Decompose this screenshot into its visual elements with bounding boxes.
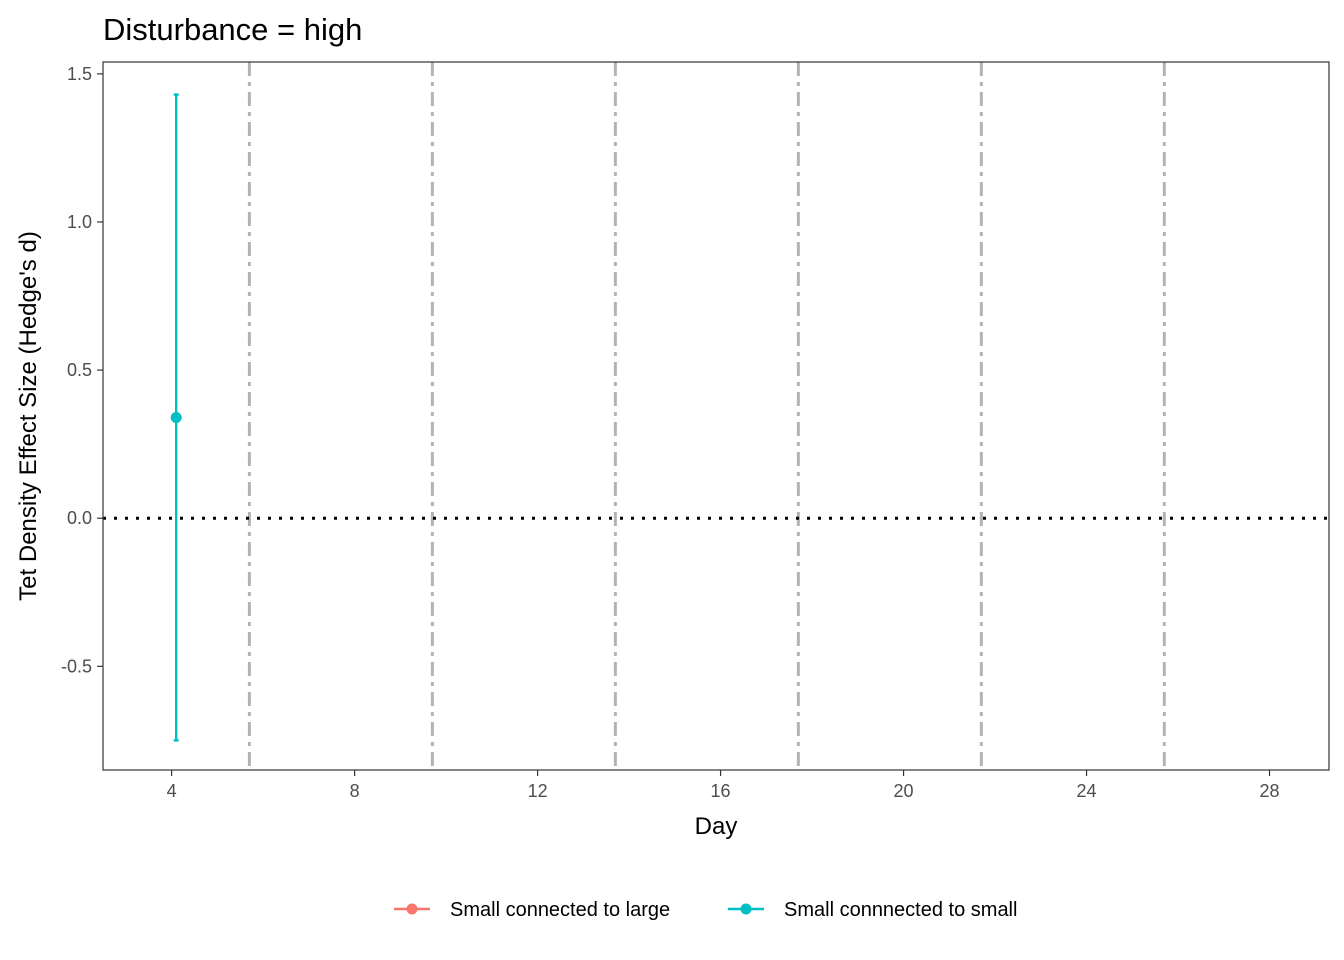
y-tick-label: 1.0 [67,212,92,232]
legend-item: Small connnected to small [728,899,1017,921]
legend-label: Small connnected to small [784,899,1017,921]
y-tick-label: 0.0 [67,508,92,528]
x-tick-label: 12 [528,781,548,801]
x-tick-label: 20 [894,781,914,801]
legend-item: Small connected to large [394,899,670,921]
y-tick-label: 0.5 [67,360,92,380]
y-axis-title: Tet Density Effect Size (Hedge's d) [15,231,42,601]
legend-key-point [406,903,418,915]
data-marks [170,93,182,742]
y-tick-label: 1.5 [67,64,92,84]
vertical-reference-lines [247,62,1166,770]
x-tick-label: 4 [167,781,177,801]
x-axis-title: Day [695,813,738,840]
legend-label: Small connected to large [450,899,670,921]
x-tick-label: 28 [1260,781,1280,801]
chart-title: Disturbance = high [103,12,362,47]
x-tick-label: 8 [350,781,360,801]
x-tick-label: 16 [711,781,731,801]
plot-panel-border [102,61,1330,771]
legend: Small connected to large Small connnected… [394,899,1017,921]
x-tick-label: 24 [1077,781,1097,801]
x-axis: 4 8 12 16 20 24 28 [167,770,1280,801]
y-axis: -0.5 0.0 0.5 1.0 1.5 [61,64,103,676]
data-point [170,411,182,423]
legend-key-point [740,903,752,915]
y-tick-label: -0.5 [61,656,92,676]
